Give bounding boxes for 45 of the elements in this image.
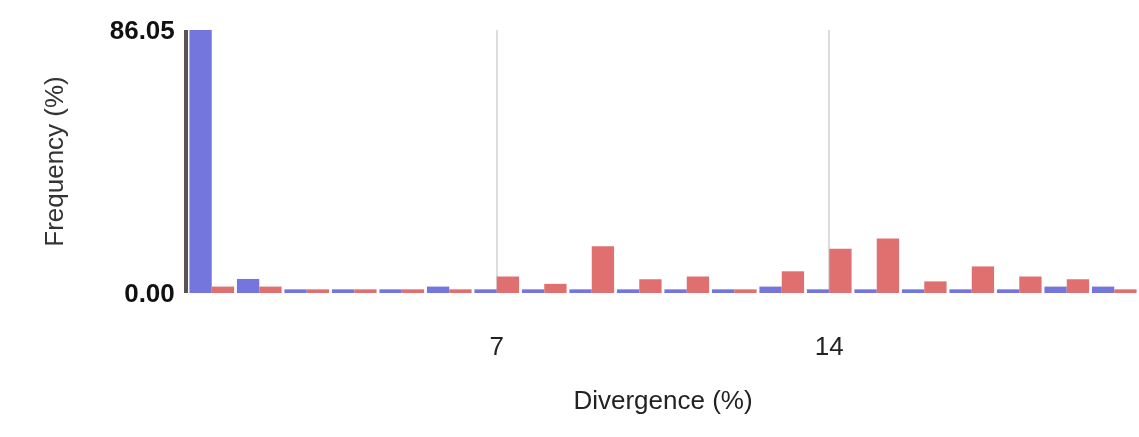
bar xyxy=(1091,286,1115,293)
bar xyxy=(829,248,852,293)
bar xyxy=(639,279,662,293)
bar xyxy=(711,289,735,293)
y-tick-label: 86.05 xyxy=(109,15,175,46)
bar xyxy=(616,289,640,293)
bar xyxy=(569,289,592,293)
bar xyxy=(591,246,615,293)
bar xyxy=(284,289,307,293)
bar xyxy=(544,283,567,293)
bar xyxy=(1114,289,1137,293)
bar xyxy=(759,286,782,293)
bar xyxy=(1044,286,1067,293)
bar xyxy=(854,289,877,293)
bar xyxy=(496,276,520,293)
bar xyxy=(734,289,757,293)
bar xyxy=(996,289,1020,293)
bar xyxy=(971,266,995,293)
bar xyxy=(664,289,687,293)
bar xyxy=(259,286,282,293)
y-axis-title: Frequency (%) xyxy=(38,76,69,247)
bar xyxy=(426,286,450,293)
x-tick-label: 7 xyxy=(489,331,504,361)
bar xyxy=(306,289,330,293)
bar xyxy=(474,289,497,293)
bar xyxy=(449,289,472,293)
bar xyxy=(1019,276,1042,293)
bar xyxy=(354,289,377,293)
bar xyxy=(876,238,900,293)
bar xyxy=(949,289,972,293)
x-axis-title: Divergence (%) xyxy=(573,384,753,415)
bar xyxy=(781,271,805,293)
bar xyxy=(686,276,710,293)
bar xyxy=(236,278,260,293)
bar xyxy=(401,289,425,293)
bar xyxy=(211,286,235,293)
bar xyxy=(331,289,355,293)
bar xyxy=(806,289,830,293)
bar xyxy=(901,289,925,293)
x-tick-label: 14 xyxy=(814,331,844,361)
bar xyxy=(924,281,947,293)
bar xyxy=(521,289,545,293)
y-tick-label: 0.00 xyxy=(124,278,175,309)
bar xyxy=(379,289,402,293)
bar xyxy=(1066,279,1090,293)
